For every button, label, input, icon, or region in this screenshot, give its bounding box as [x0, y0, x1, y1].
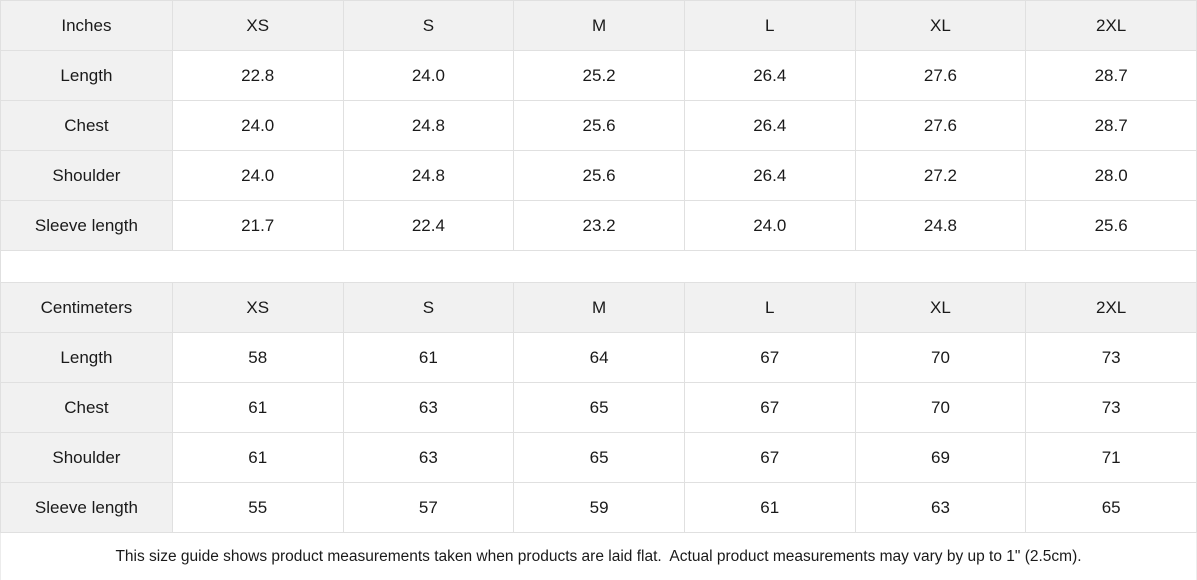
- centimeters-row-sleeve-length: Sleeve length 55 57 59 61 63 65: [0, 482, 1197, 533]
- inches-row-shoulder: Shoulder 24.0 24.8 25.6 26.4 27.2 28.0: [0, 150, 1197, 201]
- value-cell-m: 65: [513, 382, 685, 433]
- value-cell-s: 24.8: [342, 100, 515, 151]
- value-cell-l: 61: [683, 482, 856, 533]
- centimeters-header-row: Centimeters XS S M L XL 2XL: [0, 282, 1197, 333]
- value-cell-s: 57: [342, 482, 515, 533]
- value-cell-2xl: 28.0: [1025, 150, 1197, 201]
- inches-row-sleeve-length: Sleeve length 21.7 22.4 23.2 24.0 24.8 25.6: [0, 200, 1197, 251]
- centimeters-row-shoulder: Shoulder 61 63 65 67 69 71: [0, 432, 1197, 483]
- value-cell-l: 67: [683, 332, 856, 383]
- inches-size-header-xl: XL: [854, 0, 1027, 51]
- value-cell-s: 24.8: [342, 150, 515, 201]
- row-label-cell: Chest: [0, 100, 173, 151]
- row-label-cell: Chest: [0, 382, 173, 433]
- centimeters-size-header-s: S: [342, 282, 515, 333]
- centimeters-size-header-xs: XS: [171, 282, 344, 333]
- centimeters-unit-header-cell: Centimeters: [0, 282, 173, 333]
- value-cell-m: 25.6: [513, 150, 685, 201]
- value-cell-xl: 27.6: [854, 50, 1027, 101]
- value-cell-m: 64: [513, 332, 685, 383]
- inches-size-header-m: M: [513, 0, 685, 51]
- value-cell-2xl: 28.7: [1025, 100, 1197, 151]
- centimeters-size-table: Centimeters XS S M L XL 2XL Length 58 61 64 67 70 73…: [0, 282, 1197, 533]
- value-cell-xs: 21.7: [171, 200, 344, 251]
- centimeters-size-header-xl: XL: [854, 282, 1027, 333]
- row-label-cell: Sleeve length: [0, 482, 173, 533]
- value-cell-xs: 55: [171, 482, 344, 533]
- value-cell-s: 63: [342, 382, 515, 433]
- value-cell-xs: 22.8: [171, 50, 344, 101]
- value-cell-xl: 69: [854, 432, 1027, 483]
- value-cell-m: 25.6: [513, 100, 685, 151]
- value-cell-m: 65: [513, 432, 685, 483]
- value-cell-2xl: 25.6: [1025, 200, 1197, 251]
- value-cell-2xl: 28.7: [1025, 50, 1197, 101]
- value-cell-m: 25.2: [513, 50, 685, 101]
- value-cell-s: 63: [342, 432, 515, 483]
- inches-size-header-l: L: [683, 0, 856, 51]
- value-cell-xs: 61: [171, 382, 344, 433]
- value-cell-l: 26.4: [683, 150, 856, 201]
- value-cell-xs: 61: [171, 432, 344, 483]
- value-cell-l: 67: [683, 432, 856, 483]
- inches-unit-header-cell: Inches: [0, 0, 173, 51]
- row-label-cell: Sleeve length: [0, 200, 173, 251]
- value-cell-xl: 27.2: [854, 150, 1027, 201]
- value-cell-xl: 63: [854, 482, 1027, 533]
- value-cell-2xl: 73: [1025, 332, 1197, 383]
- table-spacer: [0, 251, 1197, 282]
- inches-size-table: Inches XS S M L XL 2XL Length 22.8 24.0 25.2 26.4 2…: [0, 0, 1197, 251]
- value-cell-s: 24.0: [342, 50, 515, 101]
- value-cell-2xl: 73: [1025, 382, 1197, 433]
- value-cell-xs: 24.0: [171, 100, 344, 151]
- value-cell-xl: 70: [854, 382, 1027, 433]
- centimeters-size-header-l: L: [683, 282, 856, 333]
- value-cell-xl: 24.8: [854, 200, 1027, 251]
- row-label-cell: Length: [0, 332, 173, 383]
- value-cell-l: 24.0: [683, 200, 856, 251]
- value-cell-l: 26.4: [683, 50, 856, 101]
- value-cell-m: 59: [513, 482, 685, 533]
- value-cell-s: 22.4: [342, 200, 515, 251]
- centimeters-row-length: Length 58 61 64 67 70 73: [0, 332, 1197, 383]
- value-cell-xs: 24.0: [171, 150, 344, 201]
- value-cell-2xl: 65: [1025, 482, 1197, 533]
- size-guide-disclaimer: This size guide shows product measuremen…: [0, 533, 1197, 580]
- value-cell-xl: 27.6: [854, 100, 1027, 151]
- row-label-cell: Shoulder: [0, 432, 173, 483]
- value-cell-xl: 70: [854, 332, 1027, 383]
- centimeters-size-header-m: M: [513, 282, 685, 333]
- inches-header-row: Inches XS S M L XL 2XL: [0, 0, 1197, 51]
- inches-row-chest: Chest 24.0 24.8 25.6 26.4 27.6 28.7: [0, 100, 1197, 151]
- centimeters-size-header-2xl: 2XL: [1025, 282, 1197, 333]
- value-cell-2xl: 71: [1025, 432, 1197, 483]
- value-cell-m: 23.2: [513, 200, 685, 251]
- inches-size-header-xs: XS: [171, 0, 344, 51]
- inches-size-header-s: S: [342, 0, 515, 51]
- row-label-cell: Shoulder: [0, 150, 173, 201]
- inches-row-length: Length 22.8 24.0 25.2 26.4 27.6 28.7: [0, 50, 1197, 101]
- centimeters-row-chest: Chest 61 63 65 67 70 73: [0, 382, 1197, 433]
- value-cell-xs: 58: [171, 332, 344, 383]
- value-cell-l: 26.4: [683, 100, 856, 151]
- inches-size-header-2xl: 2XL: [1025, 0, 1197, 51]
- row-label-cell: Length: [0, 50, 173, 101]
- value-cell-l: 67: [683, 382, 856, 433]
- value-cell-s: 61: [342, 332, 515, 383]
